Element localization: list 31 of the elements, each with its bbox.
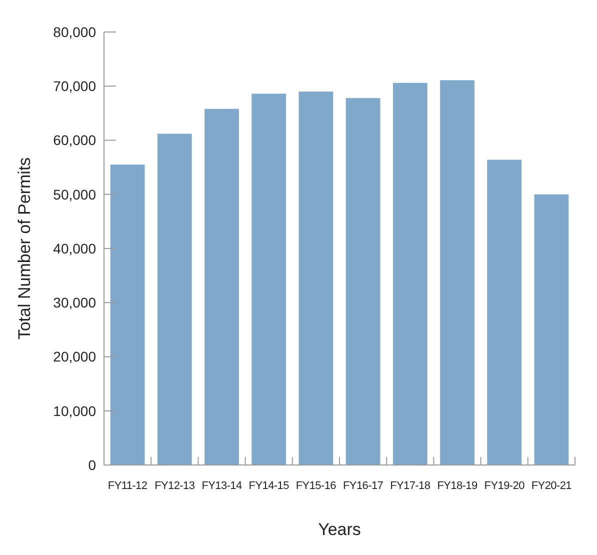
y-axis-title: Total Number of Permits	[15, 157, 34, 340]
y-tick-label: 40,000	[53, 240, 96, 256]
y-tick-label: 60,000	[53, 132, 96, 148]
bar	[346, 98, 380, 465]
bar	[392, 82, 428, 465]
x-tick-label: FY15-16	[296, 480, 336, 492]
x-tick-label: FY20-21	[531, 480, 572, 492]
x-tick-label: FY12-13	[154, 480, 195, 492]
bar	[157, 134, 192, 465]
bar	[440, 80, 474, 465]
x-tick-label: FY14-15	[248, 480, 290, 492]
y-tick-label: 80,000	[53, 24, 96, 40]
x-tick-label: FY16-17	[343, 480, 384, 492]
y-tick-label: 50,000	[53, 186, 96, 202]
bar	[110, 164, 145, 465]
x-axis-title: Years	[318, 520, 361, 539]
x-tick-label: FY11-12	[108, 480, 148, 492]
x-tick-label: FY17-18	[390, 480, 430, 492]
x-tick-label: FY13-14	[202, 480, 242, 492]
y-tick-label: 20,000	[53, 348, 96, 365]
y-tick-label: 30,000	[53, 294, 96, 311]
y-tick-label: 10,000	[53, 402, 96, 419]
x-tick-label: FY18-19	[437, 480, 478, 492]
bar	[487, 160, 522, 465]
x-tick-label: FY19-20	[484, 480, 525, 492]
bar	[298, 92, 334, 465]
y-tick-label: 0	[88, 456, 96, 473]
bar	[252, 94, 286, 465]
bar	[534, 194, 569, 465]
y-tick-label: 70,000	[53, 78, 96, 94]
bar	[204, 108, 239, 465]
